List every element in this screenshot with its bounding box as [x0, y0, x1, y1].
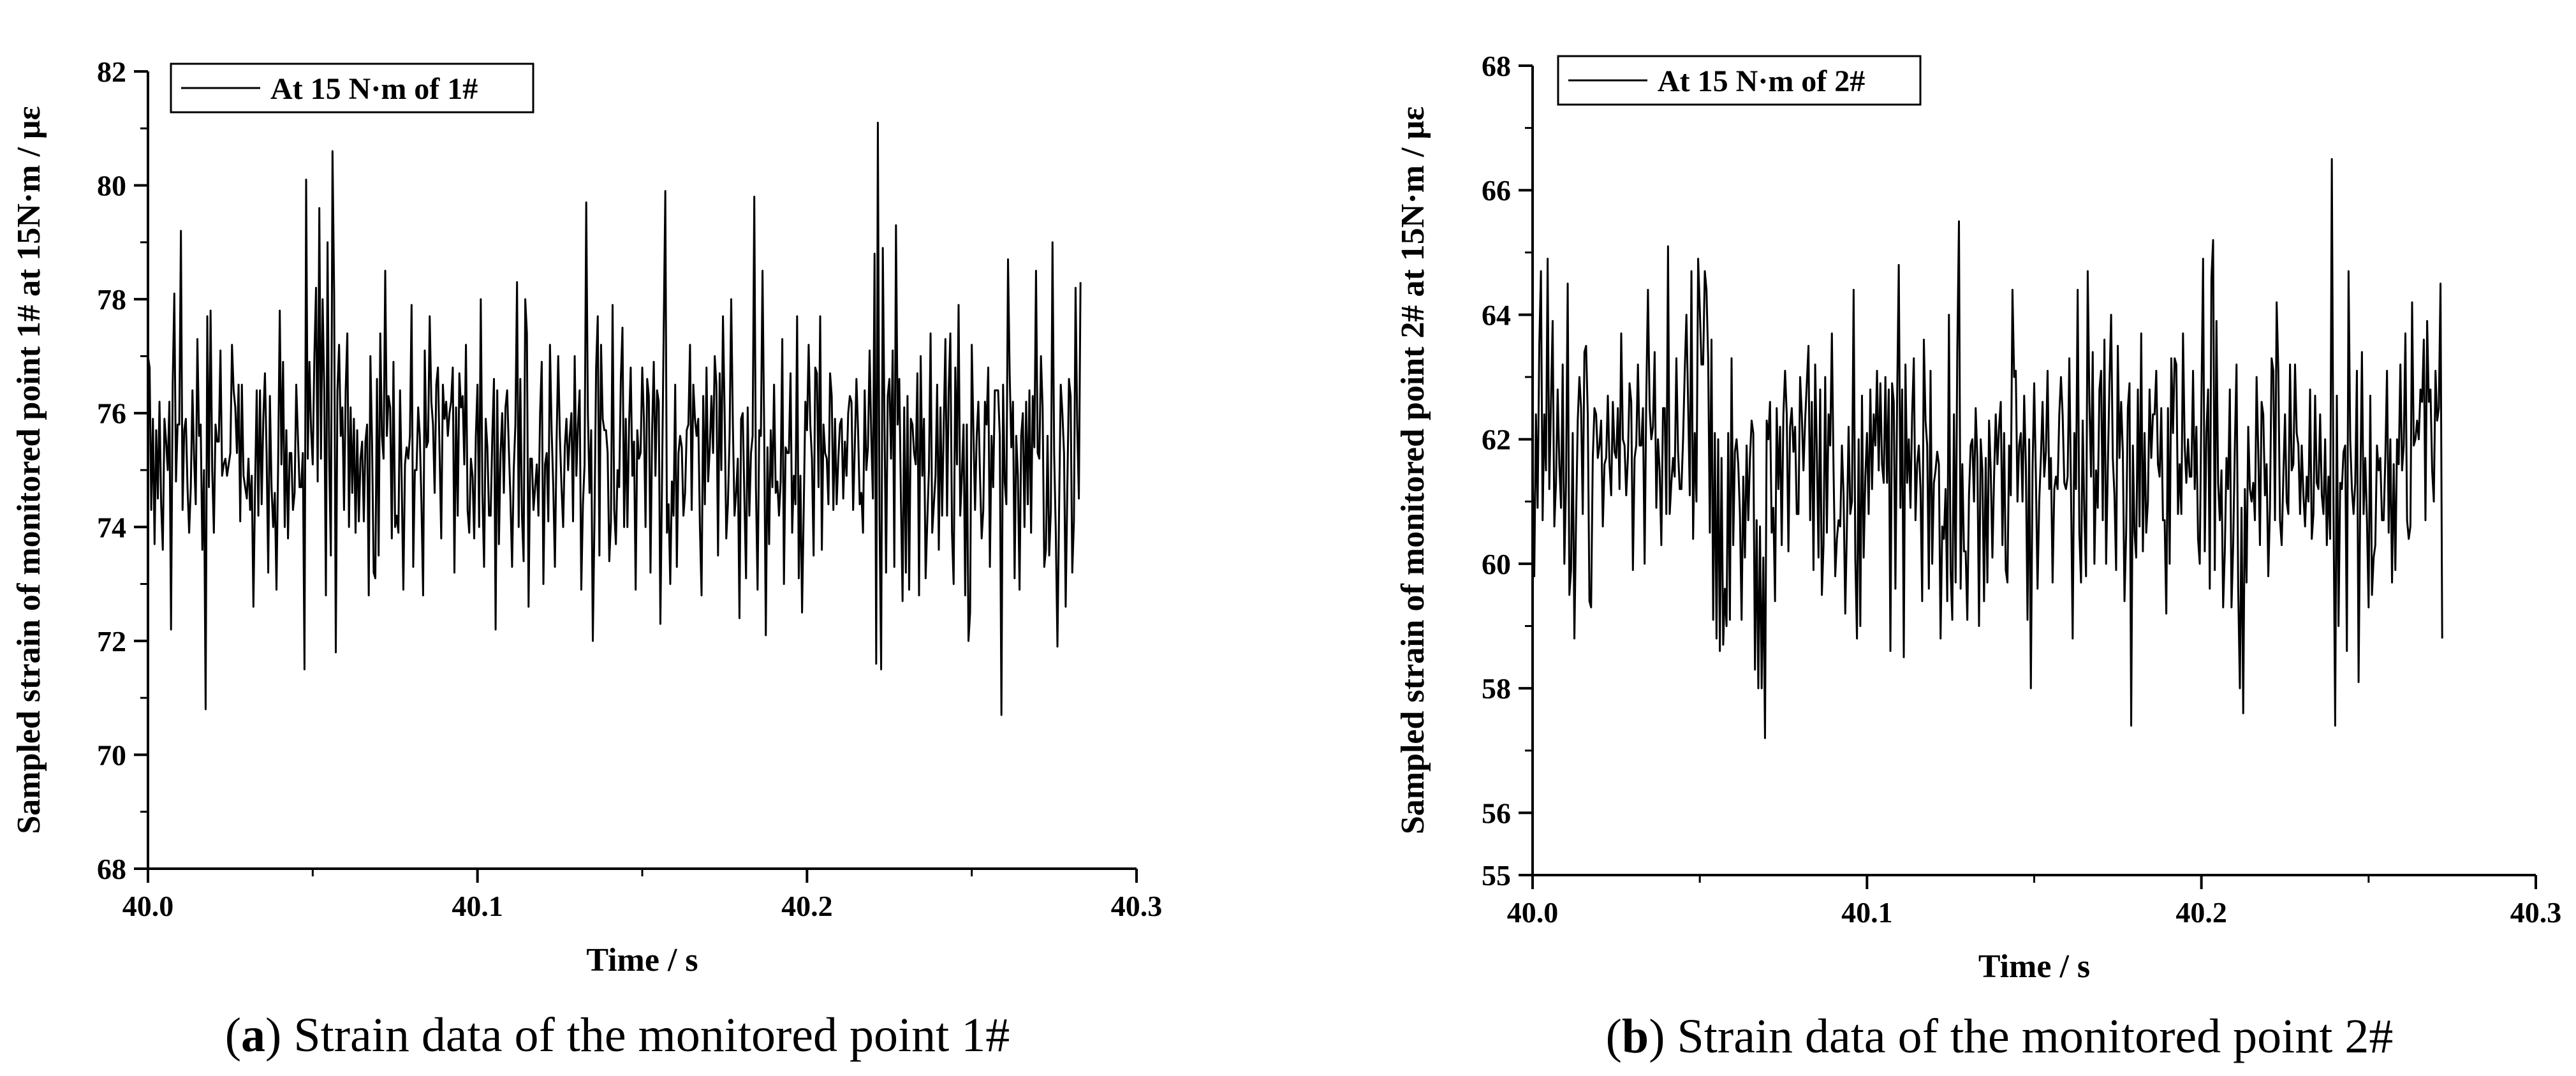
chart-panel-a: 40.0 40.1 40.2 40.3 68 70 72 74 76 78 80 82 Sampled …	[11, 55, 1162, 1062]
chart-a-x-tick-label: 40.3	[1111, 890, 1163, 922]
chart-a-x-tick-label: 40.0	[122, 890, 174, 922]
chart-b-caption-close-paren: )	[1649, 1010, 1677, 1063]
chart-b-x-tick-label: 40.1	[1841, 896, 1893, 929]
chart-a-y-tick-label: 78	[97, 283, 126, 316]
chart-b-y-tick-label: 66	[1482, 174, 1511, 207]
chart-a-caption-text: Strain data of the monitored point 1#	[293, 1008, 1010, 1062]
chart-a-x-tick-label: 40.2	[781, 890, 833, 922]
chart-a-y-tick-label: 72	[97, 625, 126, 658]
chart-b-x-tick-label: 40.0	[1507, 896, 1559, 929]
chart-a-y-tick-label: 80	[97, 170, 126, 202]
chart-b-x-tick-label: 40.3	[2510, 896, 2562, 929]
chart-a-x-axis-title: Time / s	[586, 942, 698, 978]
chart-a-legend-label: At 15 N·m of 1#	[270, 72, 478, 106]
chart-b-y-tick-label: 60	[1482, 548, 1511, 580]
chart-a-x-tick-label: 40.1	[452, 890, 503, 922]
chart-b-x-axis-title: Time / s	[1978, 948, 2090, 985]
chart-a-series-line-1	[147, 121, 1082, 716]
chart-a-caption-open-paren: (	[225, 1008, 241, 1062]
chart-b-y-tick-label: 64	[1482, 298, 1511, 331]
chart-b-x-tick-label: 40.2	[2175, 896, 2227, 929]
chart-panel-b: 40.0 40.1 40.2 40.3 55 56 58 60 62 64 66 68 Sampled …	[1395, 50, 2561, 1063]
chart-a-y-axis-title: Sampled strain of monitored point 1# at …	[11, 106, 47, 834]
chart-b-y-axis-title: Sampled strain of monitored point 2# at …	[1395, 107, 1431, 834]
chart-a-y-tick-label: 70	[97, 739, 126, 771]
chart-a-caption-letter: a	[241, 1008, 265, 1062]
chart-a-y-tick-label: 82	[97, 55, 126, 88]
chart-b-y-tick-label: 68	[1482, 50, 1511, 82]
chart-b-caption: (b) Strain data of the monitored point 2…	[1606, 1010, 2394, 1063]
chart-b-y-tick-label: 62	[1482, 424, 1511, 456]
chart-b-caption-letter: b	[1622, 1010, 1649, 1063]
chart-b-y-tick-label: 55	[1482, 859, 1511, 892]
chart-a-caption-close-paren: )	[265, 1008, 293, 1062]
chart-b-y-tick-label: 58	[1482, 672, 1511, 705]
chart-a-caption: (a) Strain data of the monitored point 1…	[225, 1008, 1010, 1062]
chart-b-caption-text: Strain data of the monitored point 2#	[1677, 1010, 2394, 1063]
chart-b-legend-label: At 15 N·m of 2#	[1658, 64, 1865, 98]
chart-a-y-tick-label: 74	[97, 511, 126, 543]
chart-b-series-line-1	[1531, 158, 2443, 739]
chart-a-y-tick-label: 68	[97, 853, 126, 885]
chart-b-caption-open-paren: (	[1606, 1010, 1622, 1063]
chart-b-y-tick-label: 56	[1482, 797, 1511, 829]
chart-a-y-tick-label: 76	[97, 397, 126, 430]
